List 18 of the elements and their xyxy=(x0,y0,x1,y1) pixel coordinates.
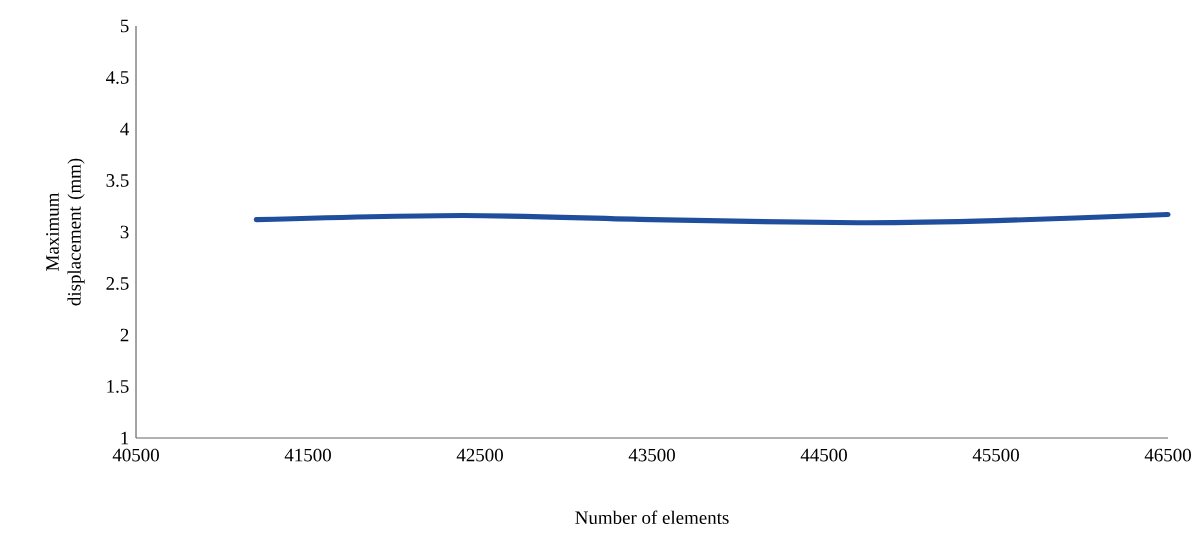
y-tick-label: 1 xyxy=(121,431,129,445)
x-tick-label: 41500 xyxy=(284,448,331,462)
x-tick-label: 46500 xyxy=(1144,448,1191,462)
y-tick-label: 5 xyxy=(120,19,129,33)
y-tick-label: 3.5 xyxy=(106,174,129,187)
x-tick-label: 44500 xyxy=(800,448,847,462)
y-tick-label: 2 xyxy=(120,328,129,342)
x-tick-label: 42500 xyxy=(456,448,503,462)
x-tick-label: 43500 xyxy=(628,448,675,462)
y-tick-label: 1.5 xyxy=(107,380,129,393)
y-tick-label: 3 xyxy=(120,225,129,239)
y-tick-label: 4 xyxy=(120,122,130,136)
y-tick-label: 4.5 xyxy=(106,71,129,84)
x-tick-label: 45500 xyxy=(972,448,1019,462)
x-axis-title: Number of elements xyxy=(575,510,729,525)
y-tick-label: 2.5 xyxy=(106,277,129,290)
y-axis-title: Maximum displacement (mm) xyxy=(46,158,85,306)
x-tick-label: 40500 xyxy=(112,448,159,462)
